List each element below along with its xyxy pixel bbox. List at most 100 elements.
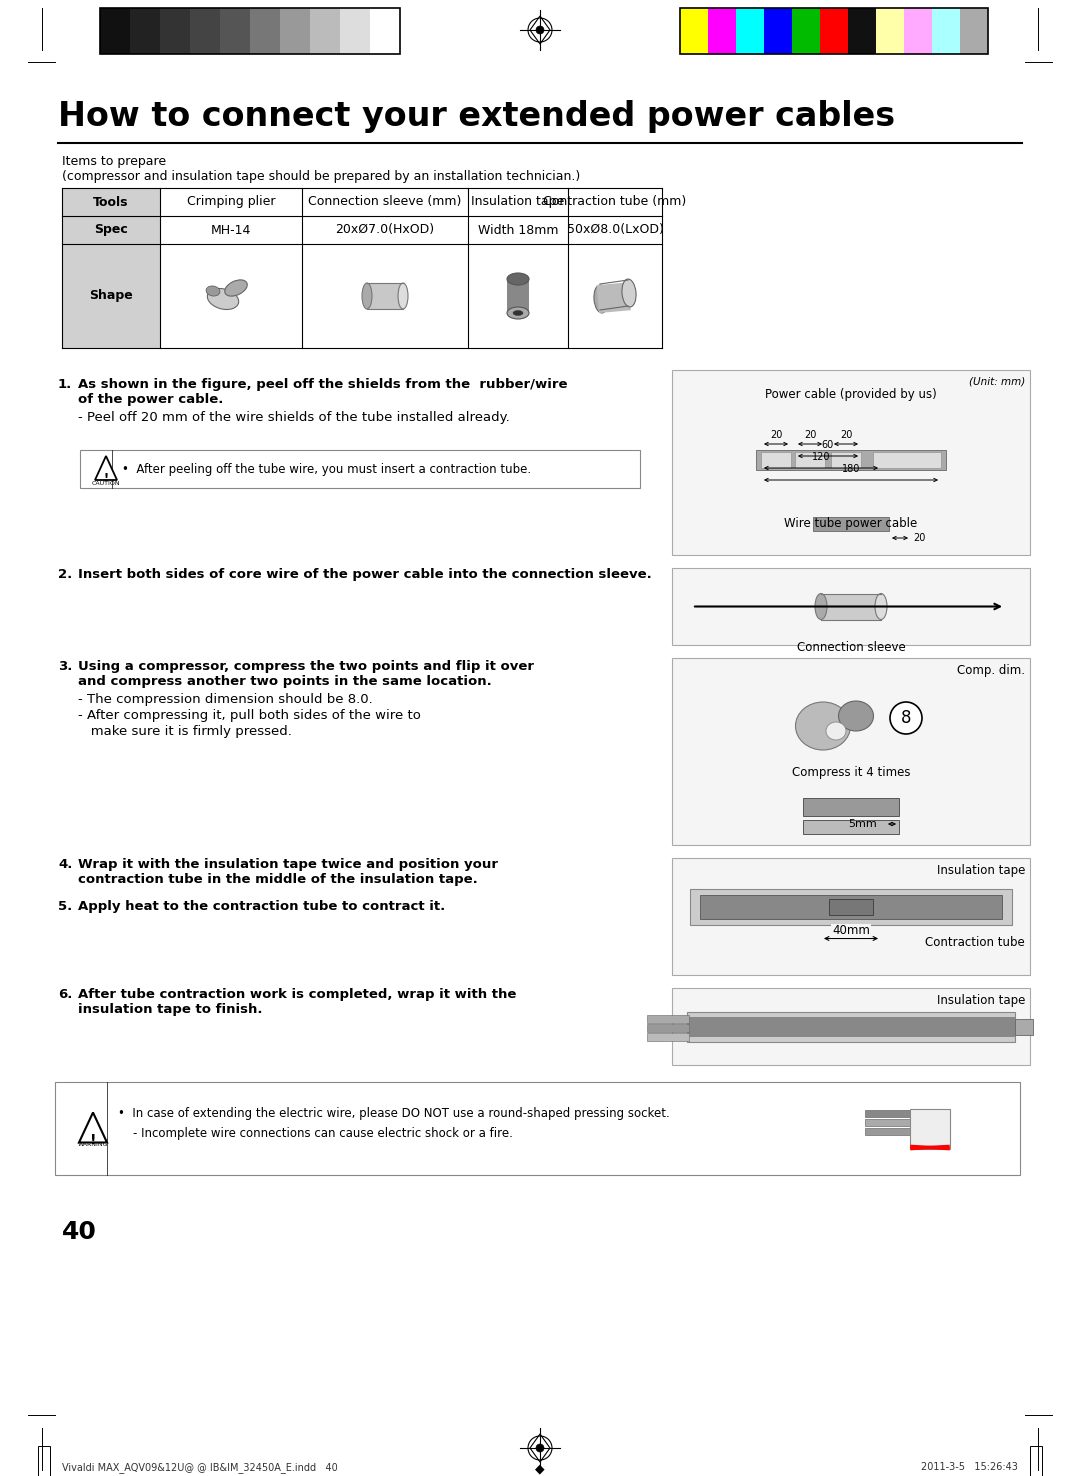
Bar — [813, 517, 889, 531]
Text: WARNING: WARNING — [78, 1142, 108, 1147]
Ellipse shape — [815, 593, 827, 620]
Text: (Unit: mm): (Unit: mm) — [969, 376, 1025, 387]
Ellipse shape — [875, 593, 887, 620]
Bar — [190, 7, 220, 55]
Bar — [764, 7, 792, 55]
Bar — [735, 7, 764, 55]
Ellipse shape — [622, 279, 636, 307]
Text: Connection sleeve (mm): Connection sleeve (mm) — [308, 195, 461, 208]
Bar — [1015, 1018, 1032, 1035]
Bar — [507, 279, 529, 313]
Polygon shape — [95, 456, 117, 480]
Text: MH-14: MH-14 — [211, 223, 252, 236]
Text: Spec: Spec — [94, 223, 127, 236]
Circle shape — [536, 1444, 544, 1452]
Ellipse shape — [594, 285, 608, 313]
Bar — [700, 894, 1002, 918]
Text: Insert both sides of core wire of the power cable into the connection sleeve.: Insert both sides of core wire of the po… — [78, 568, 651, 582]
Text: 5mm: 5mm — [848, 819, 877, 830]
Text: 5.: 5. — [58, 900, 72, 914]
Text: 20: 20 — [913, 533, 926, 543]
Bar — [865, 1110, 910, 1116]
Bar — [876, 7, 904, 55]
Text: Contraction tube (mm): Contraction tube (mm) — [543, 195, 687, 208]
Text: 120: 120 — [812, 452, 831, 462]
Text: 40mm: 40mm — [832, 924, 869, 937]
Circle shape — [890, 703, 922, 734]
Bar — [761, 452, 791, 468]
Bar — [310, 7, 340, 55]
Ellipse shape — [826, 722, 846, 739]
Text: Vivaldi MAX_AQV09&12U@ @ IB&IM_32450A_E.indd   40: Vivaldi MAX_AQV09&12U@ @ IB&IM_32450A_E.… — [62, 1463, 338, 1473]
Text: As shown in the figure, peel off the shields from the  rubber/wire
of the power : As shown in the figure, peel off the shi… — [78, 378, 567, 406]
Text: 40: 40 — [62, 1221, 97, 1244]
Bar — [795, 452, 825, 468]
Bar — [672, 987, 1030, 1066]
Text: Compress it 4 times: Compress it 4 times — [792, 766, 910, 779]
Bar — [792, 7, 820, 55]
Bar — [865, 1119, 910, 1126]
Text: Contraction tube: Contraction tube — [926, 936, 1025, 949]
Text: Insulation tape: Insulation tape — [936, 863, 1025, 877]
Text: ◆: ◆ — [536, 1463, 544, 1475]
Bar — [848, 7, 876, 55]
Text: 60: 60 — [822, 440, 834, 450]
Bar — [38, 1446, 50, 1476]
Text: Apply heat to the contraction tube to contract it.: Apply heat to the contraction tube to co… — [78, 900, 445, 914]
Text: Comp. dim.: Comp. dim. — [957, 664, 1025, 677]
Bar — [865, 1128, 910, 1135]
Bar — [687, 1011, 1015, 1042]
Bar — [1030, 1446, 1042, 1476]
Text: Crimping plier: Crimping plier — [187, 195, 275, 208]
Bar — [280, 7, 310, 55]
Bar — [831, 452, 861, 468]
Ellipse shape — [513, 310, 523, 316]
Text: 2.: 2. — [58, 568, 72, 582]
Text: •  After peeling off the tube wire, you must insert a contraction tube.: • After peeling off the tube wire, you m… — [122, 463, 531, 477]
Ellipse shape — [507, 273, 529, 285]
Bar — [62, 244, 160, 348]
Text: Insulation tape: Insulation tape — [936, 993, 1025, 1007]
Bar — [62, 187, 160, 215]
Bar — [160, 7, 190, 55]
Bar — [367, 283, 403, 308]
Bar — [680, 7, 988, 55]
Ellipse shape — [507, 307, 529, 319]
Text: make sure it is firmly pressed.: make sure it is firmly pressed. — [78, 725, 292, 738]
Text: 6.: 6. — [58, 987, 72, 1001]
Ellipse shape — [399, 283, 408, 308]
Bar — [904, 7, 932, 55]
Text: 20: 20 — [770, 430, 782, 440]
Text: Width 18mm: Width 18mm — [477, 223, 558, 236]
Text: How to connect your extended power cables: How to connect your extended power cable… — [58, 100, 895, 133]
Text: 4.: 4. — [58, 858, 72, 871]
Bar — [672, 858, 1030, 976]
Bar — [804, 799, 899, 816]
Ellipse shape — [838, 701, 874, 731]
Bar — [55, 1082, 1020, 1175]
Text: Items to prepare: Items to prepare — [62, 155, 166, 168]
Text: 20xØ7.0(HxOD): 20xØ7.0(HxOD) — [336, 223, 434, 236]
Text: After tube contraction work is completed, wrap it with the
insulation tape to fi: After tube contraction work is completed… — [78, 987, 516, 1015]
Text: Wrap it with the insulation tape twice and position your
contraction tube in the: Wrap it with the insulation tape twice a… — [78, 858, 498, 886]
Text: Using a compressor, compress the two points and flip it over
and compress anothe: Using a compressor, compress the two poi… — [78, 660, 534, 688]
Text: - After compressing it, pull both sides of the wire to: - After compressing it, pull both sides … — [78, 708, 421, 722]
Text: - Peel off 20 mm of the wire shields of the tube installed already.: - Peel off 20 mm of the wire shields of … — [78, 410, 510, 424]
Text: 180: 180 — [841, 463, 860, 474]
Ellipse shape — [225, 280, 247, 297]
Bar — [80, 450, 640, 489]
Text: 20: 20 — [804, 430, 816, 440]
Text: Shape: Shape — [90, 289, 133, 303]
Text: 50xØ8.0(LxOD): 50xØ8.0(LxOD) — [567, 223, 663, 236]
Bar — [647, 1023, 689, 1032]
Text: 1.: 1. — [58, 378, 72, 391]
Bar — [672, 568, 1030, 645]
Bar — [647, 1033, 689, 1041]
Bar — [672, 370, 1030, 555]
Text: (compressor and insulation tape should be prepared by an installation technician: (compressor and insulation tape should b… — [62, 170, 580, 183]
Text: •  In case of extending the electric wire, please DO NOT use a round-shaped pres: • In case of extending the electric wire… — [118, 1107, 670, 1120]
Bar — [708, 7, 735, 55]
Polygon shape — [79, 1113, 107, 1142]
Bar — [910, 1108, 950, 1148]
Bar — [687, 1017, 1015, 1036]
